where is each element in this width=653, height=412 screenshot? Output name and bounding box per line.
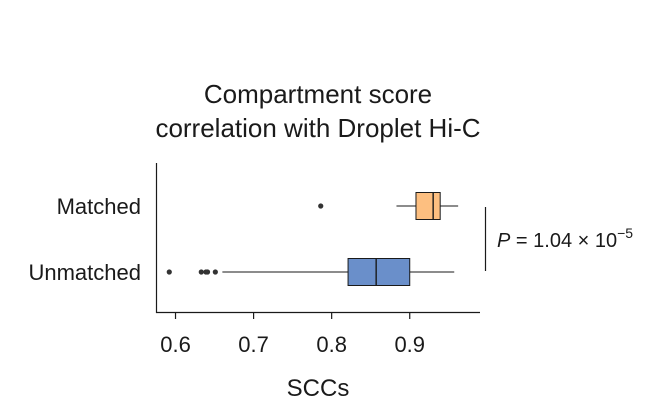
box-unmatched xyxy=(166,258,455,286)
p-value-annotation: P = 1.04 × 10−5 xyxy=(497,225,633,252)
p-value-exponent: −5 xyxy=(617,225,633,241)
x-tick-label: 0.8 xyxy=(316,332,347,357)
outlier-point xyxy=(212,269,218,275)
category-labels: Matched Unmatched xyxy=(28,194,141,285)
iqr-box xyxy=(347,258,411,286)
p-value-symbol: P xyxy=(497,230,511,252)
outlier-point xyxy=(318,203,324,209)
box-matched xyxy=(318,192,459,220)
x-tick-label: 0.9 xyxy=(394,332,425,357)
x-tick-label: 0.7 xyxy=(238,332,269,357)
x-tick-label: 0.6 xyxy=(160,332,191,357)
outlier-point xyxy=(198,269,204,275)
x-ticks: 0.6 0.7 0.8 0.9 xyxy=(160,312,425,357)
outlier-point xyxy=(166,269,172,275)
x-axis-title: SCCs xyxy=(287,375,350,402)
category-label: Unmatched xyxy=(28,260,141,285)
category-label: Matched xyxy=(57,194,141,219)
chart-title-line-1: Compartment score xyxy=(204,79,432,109)
p-value-text: = 1.04 × 10 xyxy=(510,230,617,252)
boxes xyxy=(166,192,459,286)
chart-title-line-2: correlation with Droplet Hi-C xyxy=(155,113,480,143)
outlier-point xyxy=(204,269,211,275)
iqr-box xyxy=(415,192,441,220)
